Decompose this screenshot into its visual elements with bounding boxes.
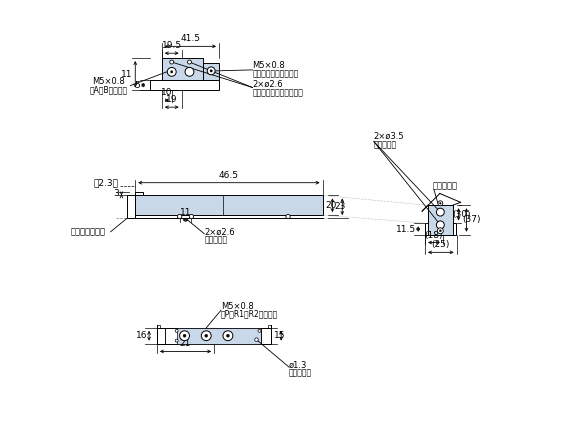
- Text: R: R: [182, 333, 187, 339]
- Circle shape: [286, 215, 290, 218]
- Text: （2.3）: （2.3）: [93, 178, 118, 187]
- Text: (30): (30): [452, 210, 470, 219]
- Text: (25): (25): [431, 240, 450, 250]
- Text: （マニホールド取付用）: （マニホールド取付用）: [252, 88, 303, 97]
- Bar: [135, 195, 322, 215]
- Text: 11: 11: [121, 70, 132, 79]
- Circle shape: [440, 202, 441, 204]
- Circle shape: [175, 329, 178, 332]
- Bar: [428, 205, 452, 235]
- Bar: [162, 58, 203, 80]
- Circle shape: [170, 60, 174, 64]
- Circle shape: [201, 331, 211, 340]
- Text: (18): (18): [424, 231, 443, 239]
- Text: 19: 19: [166, 95, 177, 104]
- Text: 2×ø2.6: 2×ø2.6: [204, 227, 235, 236]
- Circle shape: [223, 331, 233, 340]
- Text: 15: 15: [273, 331, 285, 340]
- Circle shape: [175, 339, 178, 342]
- Circle shape: [177, 215, 182, 218]
- Text: M5×0.8: M5×0.8: [221, 302, 254, 311]
- Circle shape: [258, 329, 261, 332]
- Circle shape: [207, 67, 215, 75]
- Circle shape: [437, 221, 444, 229]
- Text: 11: 11: [180, 208, 191, 217]
- Circle shape: [167, 67, 176, 76]
- Circle shape: [226, 334, 229, 337]
- Bar: [150, 80, 219, 90]
- Bar: [177, 328, 261, 343]
- Text: 46.5: 46.5: [219, 171, 239, 180]
- Text: ø1.3: ø1.3: [289, 361, 307, 370]
- Text: (37): (37): [462, 215, 480, 225]
- Text: 19.5: 19.5: [161, 41, 182, 50]
- Text: 2×ø2.6: 2×ø2.6: [252, 80, 283, 89]
- Bar: [261, 328, 271, 343]
- Circle shape: [437, 228, 443, 234]
- Text: A: A: [170, 69, 174, 75]
- Text: 41.5: 41.5: [181, 35, 201, 43]
- Text: 3: 3: [114, 189, 120, 198]
- Bar: [425, 223, 456, 235]
- Text: M5×0.8: M5×0.8: [252, 62, 285, 70]
- Circle shape: [438, 201, 443, 206]
- Bar: [157, 325, 160, 328]
- Bar: [157, 328, 165, 343]
- Text: （呼吸穴）: （呼吸穴）: [289, 368, 312, 378]
- Text: （ブラケット）: （ブラケット）: [71, 227, 106, 236]
- Bar: [157, 328, 271, 343]
- Bar: [135, 191, 143, 195]
- Circle shape: [210, 69, 212, 72]
- Text: （パイロットポート）: （パイロットポート）: [252, 69, 299, 78]
- Circle shape: [188, 60, 191, 64]
- Text: P: P: [204, 333, 208, 339]
- Text: B: B: [187, 69, 192, 75]
- Circle shape: [185, 67, 194, 76]
- Text: 5: 5: [135, 80, 140, 90]
- Text: 21: 21: [180, 340, 191, 348]
- Circle shape: [189, 215, 194, 218]
- Circle shape: [437, 208, 444, 216]
- Text: 23: 23: [335, 202, 346, 211]
- Bar: [428, 205, 452, 235]
- Text: 20: 20: [325, 201, 336, 210]
- Text: （取付用）: （取付用）: [204, 235, 227, 244]
- Bar: [268, 325, 271, 328]
- Text: （P，R1，R2ポート）: （P，R1，R2ポート）: [221, 310, 278, 319]
- Text: （A，Bポート）: （A，Bポート）: [90, 85, 128, 94]
- Text: R2: R2: [224, 333, 231, 338]
- Text: 16: 16: [136, 331, 147, 340]
- Circle shape: [440, 230, 441, 232]
- Bar: [127, 195, 135, 218]
- Text: 11.5: 11.5: [396, 225, 416, 233]
- Circle shape: [171, 71, 173, 73]
- Text: 10: 10: [161, 88, 173, 97]
- Circle shape: [205, 334, 208, 337]
- Circle shape: [180, 331, 189, 340]
- Circle shape: [255, 338, 258, 341]
- Text: （取付用）: （取付用）: [374, 140, 397, 149]
- Circle shape: [183, 334, 186, 337]
- Text: M5×0.8: M5×0.8: [92, 77, 125, 86]
- Text: 2×ø3.5: 2×ø3.5: [374, 132, 405, 141]
- Bar: [203, 63, 219, 80]
- Text: マニュアル: マニュアル: [433, 181, 458, 190]
